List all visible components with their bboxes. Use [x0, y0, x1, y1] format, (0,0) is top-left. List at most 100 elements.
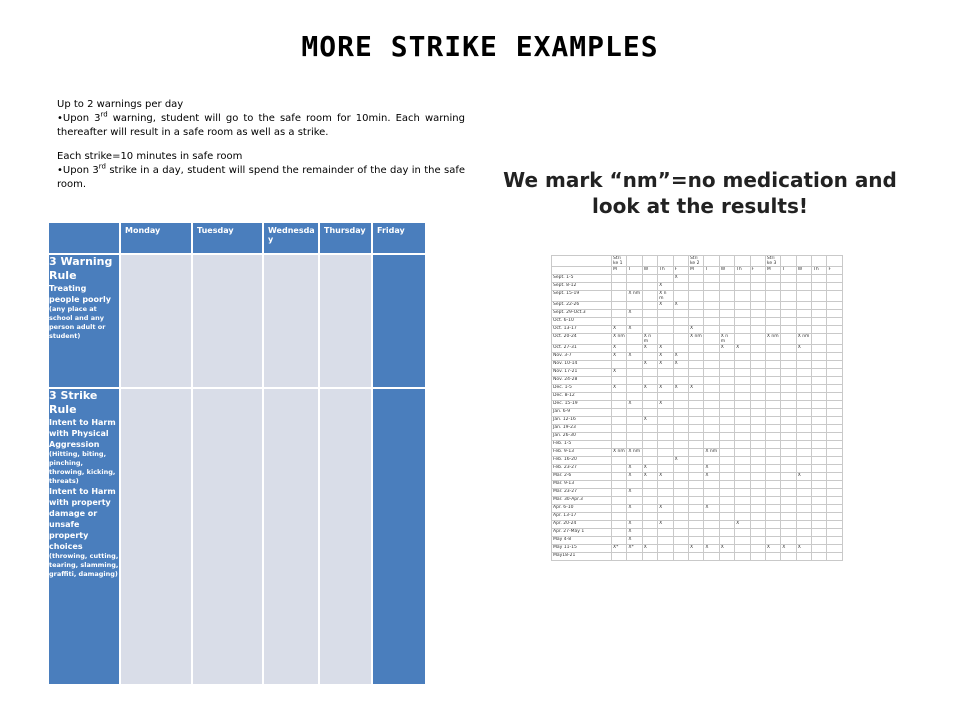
grid-cell — [749, 384, 766, 393]
grid-cell — [718, 376, 736, 385]
grid-cell — [641, 317, 659, 326]
grid-cell — [641, 290, 659, 302]
strike-record-table: Stri ke 1 Stri ke 2 Stri ke 3 M T W Th F M T W Th F M… — [551, 255, 843, 561]
grid-cell — [641, 512, 659, 521]
grid-cell — [826, 464, 843, 473]
grid-cell — [826, 448, 843, 457]
grid-cell: X — [718, 344, 736, 353]
header-friday: Friday — [371, 221, 427, 255]
grid-row-label: Jan. 6-9 — [551, 408, 612, 417]
grid-cell: X — [626, 325, 643, 334]
grid-cell — [703, 282, 720, 291]
grid-cell — [764, 290, 782, 302]
grid-cell — [734, 255, 751, 267]
grid-cell — [734, 274, 751, 283]
grid-row-label: Sept. 15-19 — [551, 290, 612, 302]
warning-cell-thursday — [318, 253, 373, 389]
grid-row-label: Dec. 1-5 — [551, 384, 612, 393]
grid-cell — [749, 352, 766, 361]
grid-cell — [734, 512, 751, 521]
grid-cell — [795, 440, 813, 449]
grid-cell — [826, 528, 843, 537]
grid-cell — [780, 368, 797, 377]
grid-cell: X — [626, 528, 643, 537]
grid-cell: X — [626, 504, 643, 513]
grid-cell — [734, 416, 751, 425]
grid-cell — [749, 472, 766, 481]
grid-cell — [734, 392, 751, 401]
grid-cell — [749, 255, 766, 267]
grid-row-label: Sept. 29-Oct.3 — [551, 309, 612, 318]
grid-cell — [734, 333, 751, 345]
grid-cell — [749, 408, 766, 417]
grid-cell: X — [672, 384, 689, 393]
grid-cell — [734, 536, 751, 545]
grid-row-label: Oct. 6-10 — [551, 317, 612, 326]
grid-cell — [672, 416, 689, 425]
grid-cell — [764, 325, 782, 334]
grid-cell — [811, 333, 828, 345]
grid-cell: X — [626, 464, 643, 473]
grid-cell — [734, 464, 751, 473]
strike-rule-desc2: Intent to Harm with property damage or u… — [49, 487, 116, 551]
grid-week-row: Feb. 16-20 X — [551, 456, 843, 465]
grid-cell — [764, 376, 782, 385]
grid-cell — [749, 448, 766, 457]
grid-cell — [626, 392, 643, 401]
grid-cell — [826, 544, 843, 553]
grid-cell — [764, 424, 782, 433]
grid-cell — [795, 301, 813, 310]
grid-cell — [780, 432, 797, 441]
grid-cell — [811, 544, 828, 553]
grid-cell — [657, 368, 674, 377]
grid-cell: X — [672, 352, 689, 361]
grid-cell — [687, 512, 705, 521]
grid-week-row: Mar. 30-Apr.3 — [551, 496, 843, 505]
grid-row-label: Oct. 13-17 — [551, 325, 612, 334]
grid-cell — [626, 333, 643, 345]
grid-cell: X — [610, 384, 628, 393]
grid-cell: X — [657, 352, 674, 361]
grid-cell — [826, 512, 843, 521]
grid-cell — [811, 552, 828, 561]
grid-cell — [826, 432, 843, 441]
grid-cell: X nm — [626, 290, 643, 302]
grid-cell: X — [641, 360, 659, 369]
grid-cell — [780, 464, 797, 473]
grid-cell — [795, 448, 813, 457]
grid-cell — [657, 456, 674, 465]
grid-row-label: Nov. 17-21 — [551, 368, 612, 377]
grid-cell — [718, 472, 736, 481]
header-thursday: Thursday — [318, 221, 373, 255]
grid-cell — [687, 400, 705, 409]
grid-week-row: Apr. 6-10 X X X — [551, 504, 843, 513]
grid-cell — [826, 301, 843, 310]
grid-cell — [672, 480, 689, 489]
grid-cell — [780, 496, 797, 505]
grid-cell — [811, 309, 828, 318]
grid-week-row: Nov. 17-21 X — [551, 368, 843, 377]
warning-cell-wednesday — [262, 253, 320, 389]
grid-cell — [641, 504, 659, 513]
grid-cell — [657, 512, 674, 521]
grid-cell — [811, 376, 828, 385]
grid-cell — [657, 325, 674, 334]
grid-cell — [672, 464, 689, 473]
grid-cell — [703, 408, 720, 417]
grid-row-label: Apr. 20-24 — [551, 520, 612, 529]
grid-week-row: Jan. 6-9 — [551, 408, 843, 417]
grid-cell — [811, 512, 828, 521]
grid-cell: X nm — [764, 333, 782, 345]
grid-cell — [811, 255, 828, 267]
grid-cell — [780, 440, 797, 449]
grid-cell — [734, 360, 751, 369]
grid-cell — [780, 424, 797, 433]
grid-cell — [749, 368, 766, 377]
grid-cell — [780, 512, 797, 521]
grid-cell — [687, 496, 705, 505]
grid-cell — [687, 274, 705, 283]
grid-cell — [749, 317, 766, 326]
grid-cell: X — [626, 352, 643, 361]
grid-cell — [795, 456, 813, 465]
grid-cell: X — [780, 544, 797, 553]
